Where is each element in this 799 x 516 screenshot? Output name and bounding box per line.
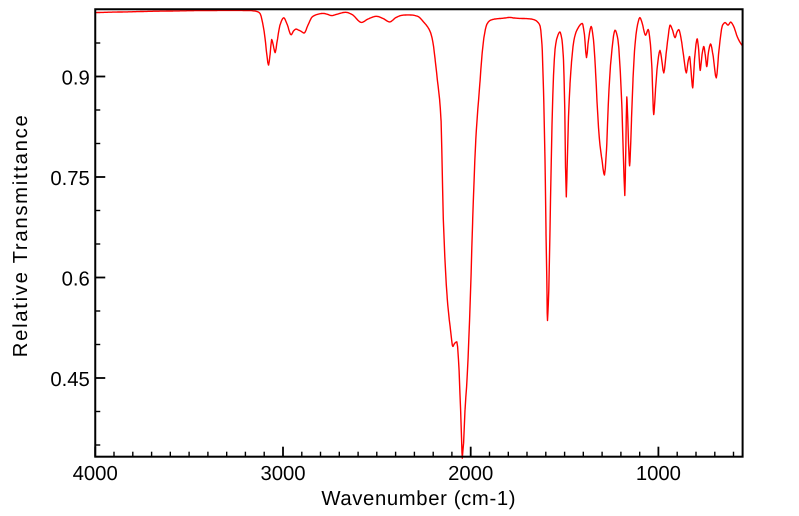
svg-text:0.6: 0.6 [62,269,90,291]
svg-text:0.45: 0.45 [50,369,89,391]
svg-text:Wavenumber (cm-1): Wavenumber (cm-1) [321,488,516,510]
svg-text:1000: 1000 [636,463,681,485]
svg-text:0.75: 0.75 [50,168,89,190]
svg-text:4000: 4000 [73,463,118,485]
svg-text:Relative Transmittance: Relative Transmittance [10,114,32,358]
svg-text:0.9: 0.9 [62,68,90,90]
svg-text:3000: 3000 [260,463,305,485]
svg-text:2000: 2000 [448,463,493,485]
